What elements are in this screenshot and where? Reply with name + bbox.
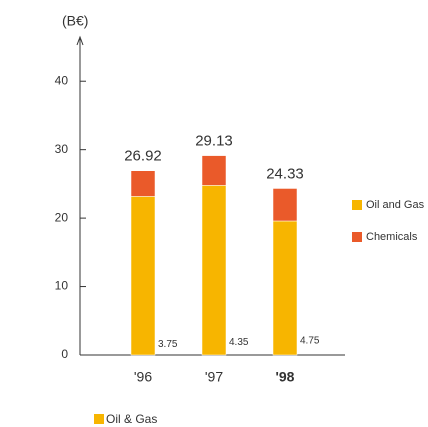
legend-swatch	[352, 200, 362, 210]
value-label: 3.75	[158, 339, 178, 350]
bar-segment	[272, 220, 298, 356]
bar-segment	[130, 196, 156, 356]
bar-segment	[272, 188, 298, 222]
y-tick-label: 20	[55, 210, 69, 224]
bar-segment	[201, 155, 227, 186]
y-tick-label: 10	[55, 279, 69, 293]
bar-segment	[201, 185, 227, 356]
legend-swatch	[352, 232, 362, 242]
legend-label: Chemicals	[366, 231, 418, 243]
y-axis-label: (B€)	[62, 13, 88, 29]
x-tick-label: '98	[276, 369, 295, 385]
legend-label: Oil and Gas	[366, 199, 425, 211]
total-label: 26.92	[124, 148, 162, 165]
total-label: 29.13	[195, 133, 233, 150]
x-tick-label: '96	[134, 369, 152, 385]
value-label: 4.35	[229, 337, 249, 348]
y-tick-label: 40	[55, 73, 69, 87]
y-tick-label: 0	[61, 347, 68, 361]
x-tick-label: '97	[205, 369, 223, 385]
y-axis-arrow	[76, 35, 84, 46]
bar-segment	[130, 170, 156, 197]
footer-legend: Oil & Gas	[106, 412, 157, 426]
value-label: 4.75	[300, 335, 320, 346]
footer-swatch	[94, 414, 104, 424]
y-tick-label: 30	[55, 142, 69, 156]
total-label: 24.33	[266, 165, 304, 182]
